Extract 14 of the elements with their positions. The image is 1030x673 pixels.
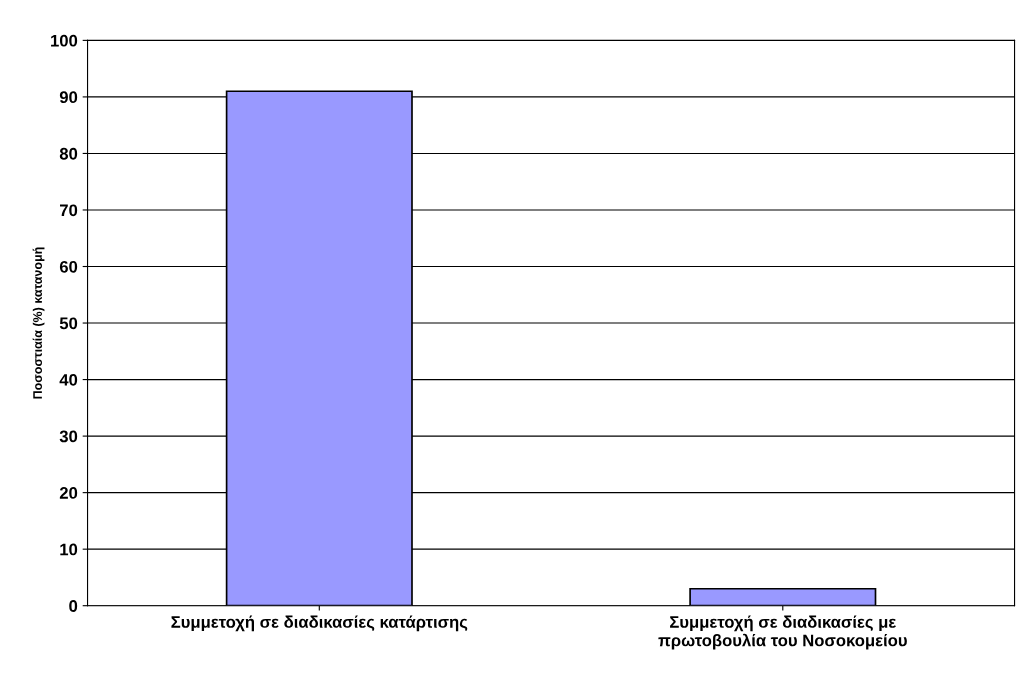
- y-tick-label: 40: [59, 373, 78, 386]
- x-tick-label: Συμμετοχή σε διαδικασίες με πρωτοβουλία του Νοσοκομείου: [658, 615, 907, 650]
- y-tick-label: 90: [59, 91, 78, 104]
- y-tick-label: 20: [59, 487, 78, 499]
- y-tick-label: 30: [59, 430, 78, 443]
- y-axis-title: Ποσοστιαία (%) κατανομή: [32, 247, 45, 399]
- y-tick-label: 0: [69, 600, 78, 612]
- y-tick-label: 100: [51, 34, 78, 47]
- y-tick-label: 80: [59, 147, 78, 160]
- y-tick-label: 10: [60, 543, 78, 556]
- x-tick-label: Συμμετοχή σε διαδικασίες κατάρτισης: [171, 615, 468, 632]
- y-tick-label: 50: [59, 317, 78, 330]
- y-tick-label: 60: [59, 260, 78, 273]
- y-tick-label: 70: [60, 204, 78, 217]
